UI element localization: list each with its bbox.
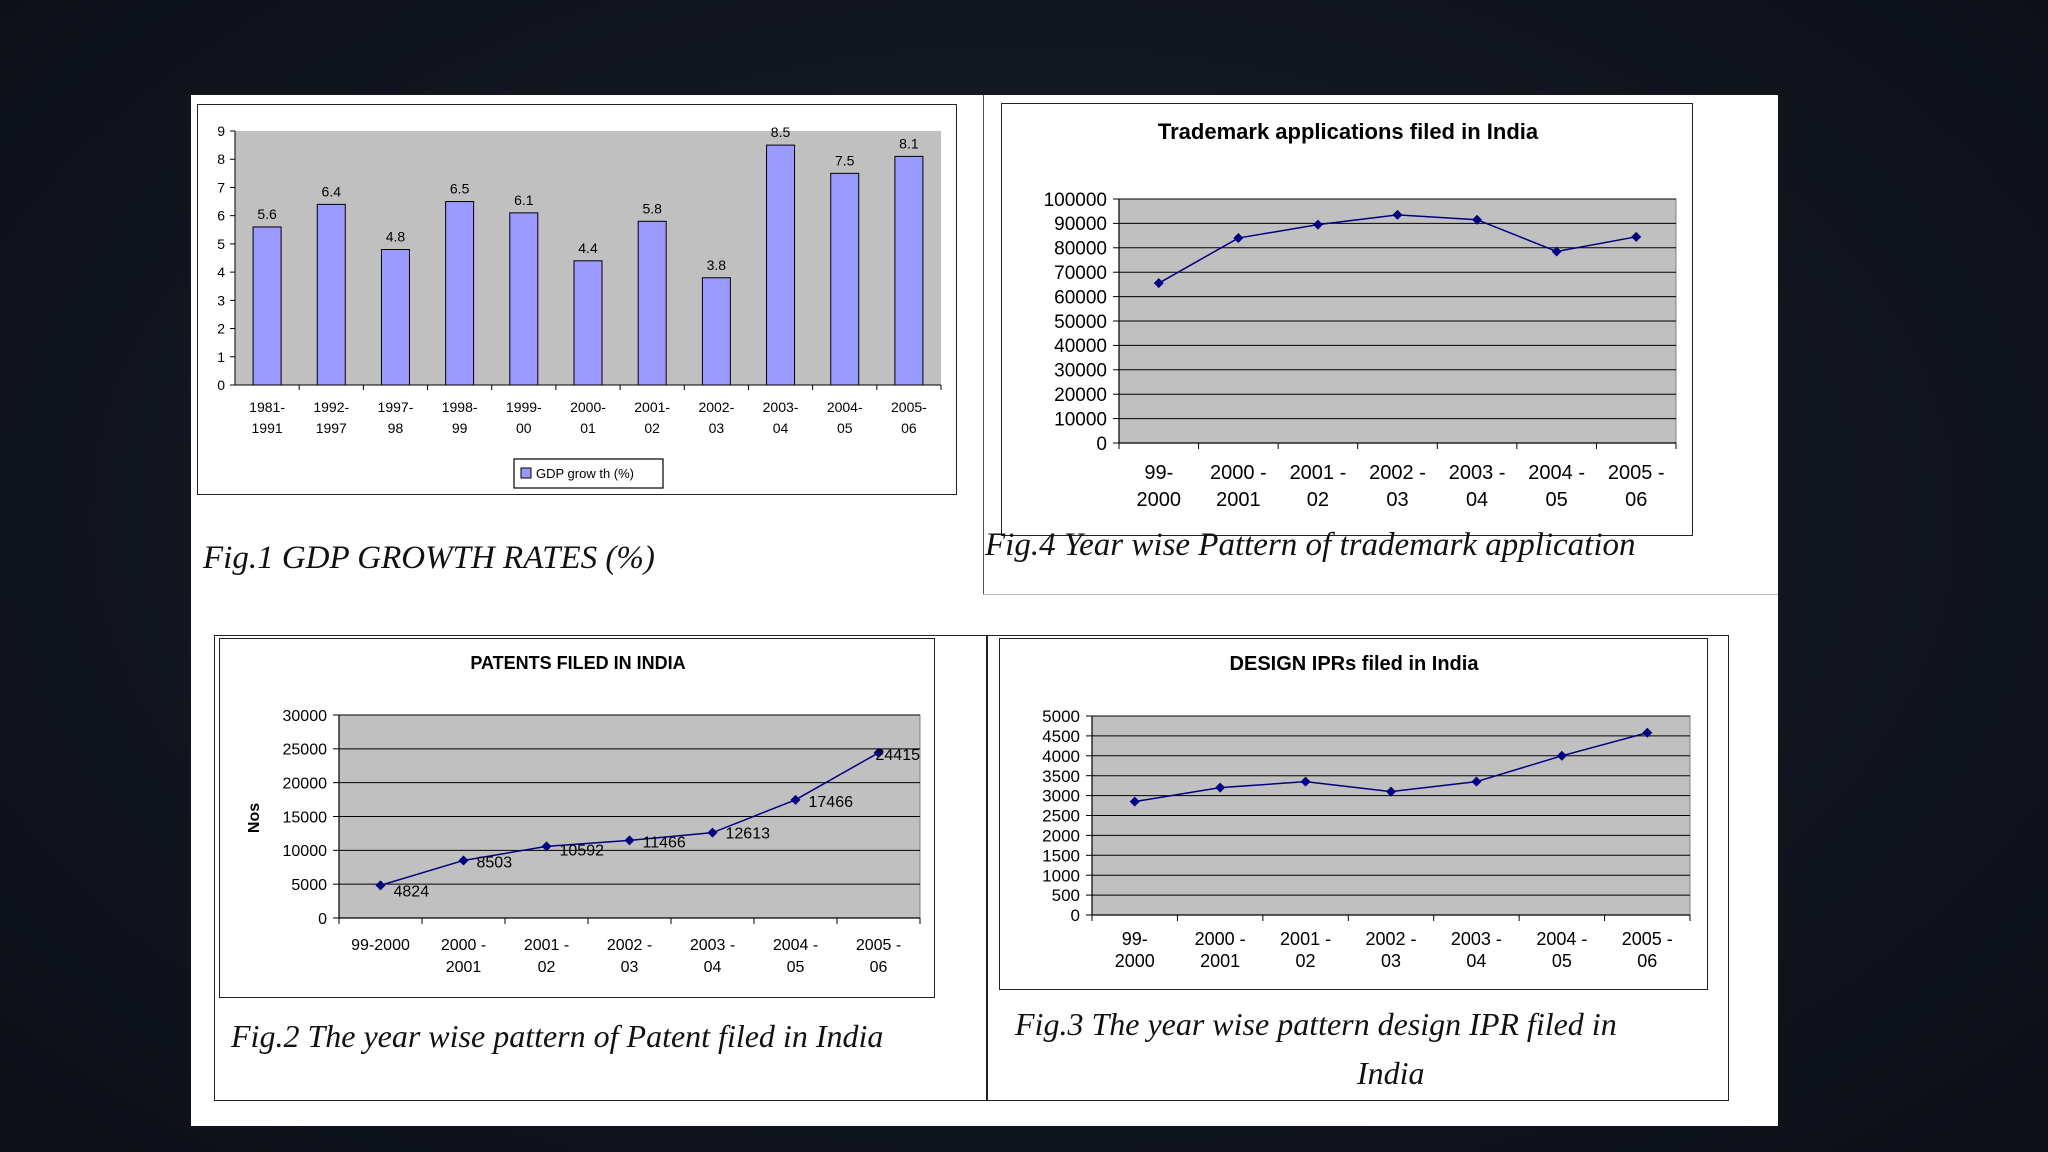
fig2-caption: Fig.2 The year wise pattern of Patent fi… <box>231 1018 884 1054</box>
fig4-caption: Fig.4 Year wise Pattern of trademark app… <box>985 527 1636 563</box>
bottom-table-frame <box>214 635 1729 1101</box>
patents-chart-frame <box>219 638 935 998</box>
design-chart-frame <box>999 638 1708 990</box>
trademark-chart-frame <box>1001 103 1693 536</box>
gdp-chart-frame <box>197 104 957 495</box>
top-divider <box>983 95 984 595</box>
top-divider-bottom <box>983 594 1778 595</box>
bottom-divider <box>986 635 988 1101</box>
fig3-caption-line2: India <box>1357 1055 1425 1091</box>
fig1-caption: Fig.1 GDP GROWTH RATES (%) <box>203 540 655 576</box>
fig3-caption-line1: Fig.3 The year wise pattern design IPR f… <box>1015 1006 1617 1042</box>
